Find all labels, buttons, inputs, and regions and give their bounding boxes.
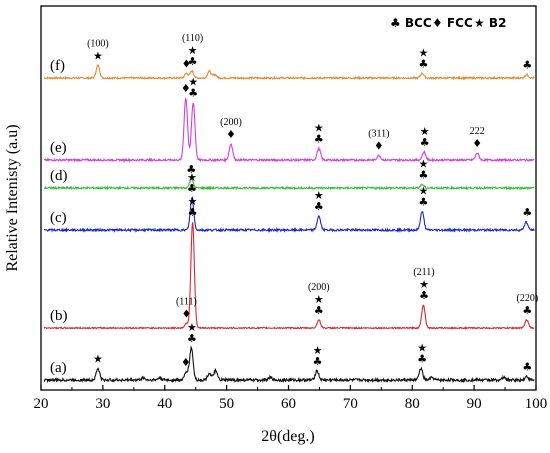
legend-entry: ♦ FCC (432, 16, 473, 30)
b2-star-marker: ★ (314, 293, 324, 306)
bcc-club-marker: ♣ (417, 353, 427, 366)
bcc-club-marker: ♣ (187, 182, 197, 195)
bcc-club-marker: ♣ (522, 361, 532, 374)
miller-index-label: (200) (220, 117, 242, 128)
bcc-club-marker: ♣ (314, 200, 324, 213)
bcc-club-marker: ♣ (419, 289, 429, 302)
series-label: (e) (50, 140, 67, 156)
fcc-diamond-marker: ♦ (181, 356, 191, 369)
x-axis-ticks: 20 30 40 50 60 70 80 90 100 (34, 385, 548, 412)
b2-star-marker: ★ (313, 344, 323, 357)
series-line-0 (43, 63, 535, 81)
legend-entry: ★ B2 (474, 16, 506, 30)
fcc-diamond-marker: ♦ (374, 139, 384, 152)
b2-star-marker: ★ (93, 49, 103, 62)
series-label: (f) (50, 58, 65, 74)
x-tick-label: 40 (157, 396, 172, 412)
bcc-club-marker: ♣ (418, 169, 428, 182)
x-tick-label: 60 (281, 396, 296, 412)
b2-star-marker: ★ (420, 125, 430, 138)
fcc-diamond-marker: ♦ (472, 137, 482, 150)
bcc-club-marker: ♣ (188, 55, 198, 68)
b2-star-marker: ★ (187, 321, 197, 334)
series-line-3 (44, 196, 535, 234)
series-line-4 (43, 222, 535, 330)
bcc-club-marker: ♣ (187, 332, 197, 345)
series-line-2 (43, 178, 535, 191)
miller-index-label: (110) (182, 33, 203, 44)
miller-index-label: 222 (470, 126, 485, 137)
series-label: (c) (50, 210, 67, 226)
b2-star-marker: ★ (93, 353, 103, 366)
legend-entry: ♣ BCC (390, 16, 432, 30)
miller-index-label: (311) (368, 128, 389, 139)
bcc-club-marker: ♣ (522, 304, 532, 317)
fcc-diamond-marker: ♦ (181, 307, 191, 320)
x-axis-title: 2θ(deg.) (261, 428, 314, 445)
traces-layer (43, 63, 535, 384)
b2-star-marker: ★ (187, 171, 197, 184)
fcc-diamond-marker: ♦ (226, 128, 236, 141)
bcc-club-marker: ♣ (313, 355, 323, 368)
miller-index-label: (211) (413, 267, 434, 278)
series-line-1 (43, 97, 535, 163)
bcc-club-marker: ♣ (418, 57, 428, 70)
series-label: (a) (50, 360, 67, 376)
bcc-club-marker: ♣ (420, 136, 430, 149)
series-label: (b) (50, 308, 68, 324)
b2-star-marker: ★ (418, 46, 428, 59)
b2-star-marker: ★ (188, 44, 198, 57)
y-axis-title: Relative Intenisty (a.u) (4, 124, 21, 271)
bcc-club-marker: ♣ (314, 304, 324, 317)
series-label: (d) (50, 168, 68, 184)
b2-star-marker: ★ (417, 342, 427, 355)
bcc-club-marker: ♣ (418, 196, 428, 209)
x-tick-label: 90 (467, 396, 482, 412)
legend: ♣ BCC ♦ FCC ★ B2 (390, 16, 506, 30)
x-tick-label: 30 (95, 396, 110, 412)
bcc-club-marker: ♣ (522, 59, 532, 72)
b2-star-marker: ★ (419, 278, 429, 291)
miller-index-label: (220) (517, 293, 539, 304)
b2-star-marker: ★ (418, 185, 428, 198)
b2-star-marker: ★ (418, 158, 428, 171)
plot-frame (40, 5, 537, 391)
b2-star-marker: ★ (314, 189, 324, 202)
b2-star-marker: ★ (188, 76, 198, 89)
miller-index-label: (200) (308, 282, 330, 293)
miller-index-label: (111) (176, 296, 197, 307)
x-tick-label: 50 (219, 396, 234, 412)
bcc-club-marker: ♣ (188, 87, 198, 100)
x-tick-label: 70 (343, 396, 358, 412)
bcc-club-marker: ♣ (186, 163, 196, 176)
b2-star-marker: ★ (188, 195, 198, 208)
miller-index-label: (100) (87, 38, 109, 49)
x-tick-label: 20 (34, 396, 49, 412)
bcc-club-marker: ♣ (314, 133, 324, 146)
series-line-5 (43, 345, 535, 384)
fcc-diamond-marker: ♦ (181, 57, 191, 70)
annotations-layer: (f)★(100)♦★♣(110)★♣ ♣(e)♦★♣♦(200) ★♣♦(311)… (50, 33, 538, 376)
x-tick-label: 100 (525, 396, 548, 412)
bcc-club-marker: ♣ (522, 206, 532, 219)
bcc-club-marker: ♣ (188, 206, 198, 219)
x-tick-label: 80 (405, 396, 420, 412)
b2-star-marker: ★ (314, 122, 324, 135)
fcc-diamond-marker: ♦ (181, 82, 191, 95)
